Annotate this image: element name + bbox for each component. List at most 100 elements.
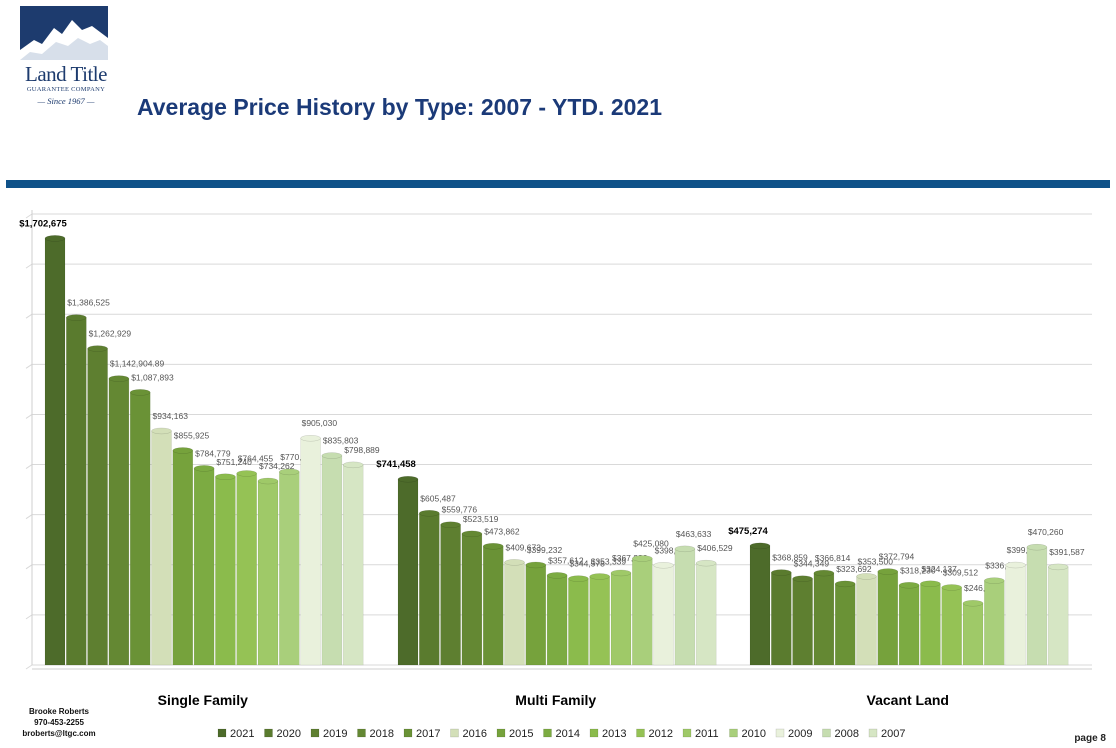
contact-block: Brooke Roberts 970-453-2255 broberts@ltg… <box>14 706 104 739</box>
bar <box>193 468 215 666</box>
data-label: $406,529 <box>697 543 733 553</box>
bar-cap <box>321 452 343 459</box>
legend-label: 2011 <box>695 728 719 740</box>
gridline-tick <box>25 414 33 419</box>
legend-swatch <box>264 728 273 738</box>
data-label: $409,673 <box>506 542 542 552</box>
bar-cap <box>834 580 856 588</box>
bar <box>482 546 504 666</box>
data-label: $366,814 <box>815 553 851 563</box>
data-label: $353,500 <box>858 556 894 566</box>
bar <box>1047 566 1069 666</box>
bar-cap <box>300 434 321 442</box>
data-label: $1,702,675 <box>19 218 67 229</box>
bar-cap <box>87 345 108 352</box>
bar <box>589 576 610 666</box>
bar <box>279 471 300 666</box>
gridline-tick <box>25 614 33 620</box>
legend-swatch <box>403 728 413 738</box>
bar <box>397 478 419 666</box>
data-label: $344,578 <box>569 559 605 569</box>
legend-swatch <box>310 728 320 738</box>
bar <box>172 450 194 666</box>
bar-cap <box>419 510 440 517</box>
legend-label: 2020 <box>277 728 301 740</box>
bar-cap <box>215 473 236 481</box>
data-label: $784,779 <box>195 448 231 458</box>
bar-cap <box>813 569 835 577</box>
data-label: $934,163 <box>153 411 189 421</box>
legend-swatch <box>496 728 506 738</box>
gridline-tick <box>25 313 33 319</box>
bar <box>525 564 547 666</box>
header-divider <box>6 180 1110 188</box>
bar-cap <box>589 573 610 580</box>
data-label: $318,230 <box>900 565 936 575</box>
bar-cap <box>257 477 279 485</box>
bar <box>321 455 343 666</box>
data-label: $323,692 <box>836 564 872 574</box>
bar <box>1026 546 1048 666</box>
bar-cap <box>792 575 813 582</box>
legend-swatch <box>682 728 692 738</box>
data-label: $734,262 <box>259 461 295 471</box>
gridline-tick <box>25 464 33 469</box>
data-label: $391,587 <box>1049 547 1085 557</box>
bar <box>504 562 525 666</box>
legend-swatch <box>450 728 459 738</box>
legend-label: 2012 <box>649 728 673 740</box>
bar-cap <box>461 530 483 538</box>
bar-cap <box>674 545 696 553</box>
contact-email[interactable]: broberts@ltgc.com <box>22 729 96 738</box>
data-label: $1,386,525 <box>67 298 110 308</box>
legend-swatch <box>868 728 878 738</box>
bar <box>653 565 674 666</box>
data-label: $1,087,893 <box>131 372 174 382</box>
bar-cap <box>856 573 877 580</box>
data-label: $1,142,904.89 <box>110 359 165 369</box>
legend-label: 2013 <box>602 728 626 740</box>
bar <box>236 473 257 666</box>
legend-label: 2010 <box>742 728 766 740</box>
data-label: $309,512 <box>943 567 979 577</box>
gridline-tick <box>25 363 33 369</box>
bar <box>695 562 717 666</box>
bar <box>856 576 877 666</box>
bar-cap <box>962 599 984 607</box>
data-label: $357,612 <box>548 555 584 565</box>
bar <box>300 437 321 666</box>
legend-label: 2016 <box>463 728 487 740</box>
legend-swatch <box>543 728 552 738</box>
bar-cap <box>525 561 547 569</box>
bar <box>461 533 483 666</box>
bar <box>257 480 279 666</box>
data-label: $473,862 <box>484 526 520 536</box>
bar <box>419 513 440 666</box>
bar-cap <box>610 569 632 577</box>
bar <box>792 578 813 666</box>
logo-since: — Since 1967 — <box>37 96 95 106</box>
legend-label: 2015 <box>509 728 533 740</box>
company-logo: Land Title GUARANTEE COMPANY — Since 196… <box>18 6 113 110</box>
gridline-tick <box>25 263 33 269</box>
bar-cap <box>568 575 589 582</box>
legend-label: 2007 <box>881 728 905 740</box>
bar <box>87 348 108 666</box>
bar <box>440 524 461 666</box>
data-label: $855,925 <box>174 431 210 441</box>
logo-subtitle: GUARANTEE COMPANY <box>26 86 106 93</box>
data-label: $372,794 <box>879 552 915 562</box>
data-label: $770,797 <box>280 452 316 462</box>
category-label: Vacant Land <box>867 692 949 708</box>
bar <box>749 545 771 666</box>
bar <box>813 572 835 666</box>
data-label: $246,478 <box>964 583 1000 593</box>
legend-swatch <box>357 728 366 738</box>
data-label: $764,455 <box>238 453 274 463</box>
bar <box>920 583 941 666</box>
bar <box>44 238 66 666</box>
bar-cap <box>920 580 941 588</box>
data-label: $399,232 <box>527 545 563 555</box>
bar-cap <box>151 427 172 435</box>
legend-swatch <box>589 728 599 738</box>
